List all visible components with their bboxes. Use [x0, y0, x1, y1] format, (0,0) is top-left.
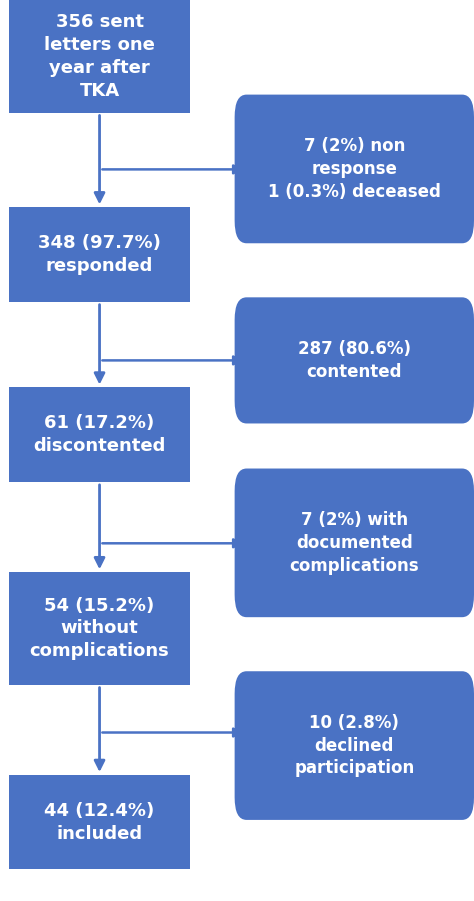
Text: 10 (2.8%)
declined
participation: 10 (2.8%) declined participation [294, 714, 414, 778]
FancyBboxPatch shape [9, 387, 190, 482]
FancyBboxPatch shape [235, 671, 474, 820]
Text: 7 (2%) non
response
1 (0.3%) deceased: 7 (2%) non response 1 (0.3%) deceased [268, 137, 441, 201]
Text: 61 (17.2%)
discontented: 61 (17.2%) discontented [33, 414, 166, 455]
Text: 356 sent
letters one
year after
TKA: 356 sent letters one year after TKA [44, 13, 155, 100]
FancyBboxPatch shape [9, 207, 190, 302]
Text: 44 (12.4%)
included: 44 (12.4%) included [45, 802, 155, 842]
FancyBboxPatch shape [9, 0, 190, 113]
Text: 348 (97.7%)
responded: 348 (97.7%) responded [38, 234, 161, 275]
Text: 7 (2%) with
documented
complications: 7 (2%) with documented complications [290, 511, 419, 575]
Text: 54 (15.2%)
without
complications: 54 (15.2%) without complications [30, 596, 169, 660]
FancyBboxPatch shape [9, 572, 190, 685]
Text: 287 (80.6%)
contented: 287 (80.6%) contented [298, 340, 411, 381]
FancyBboxPatch shape [235, 297, 474, 423]
FancyBboxPatch shape [235, 469, 474, 617]
FancyBboxPatch shape [9, 775, 190, 869]
FancyBboxPatch shape [235, 95, 474, 243]
